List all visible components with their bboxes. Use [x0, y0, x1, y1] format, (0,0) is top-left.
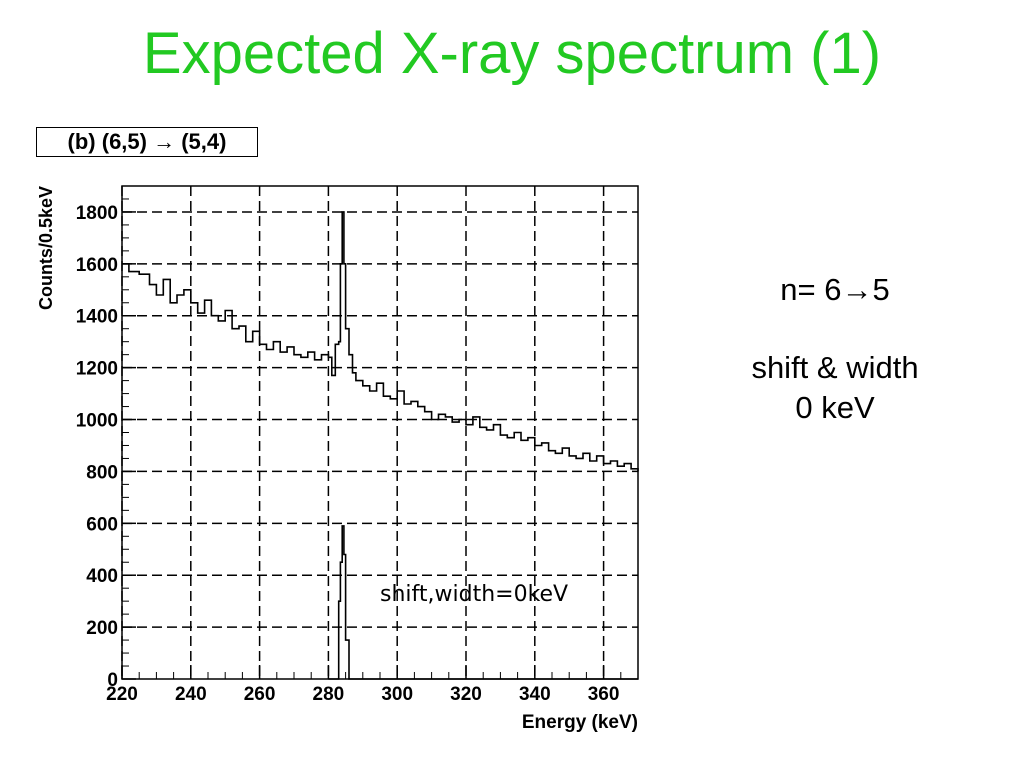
x-axis-label: Energy (keV): [522, 712, 638, 733]
x-tick-label: 300: [381, 684, 413, 705]
shift-width-note: shift & width: [751, 350, 919, 385]
x-tick-label: 240: [175, 684, 207, 705]
x-tick-label: 340: [519, 684, 551, 705]
x-tick-label: 360: [588, 684, 620, 705]
panel-label: (b) (6,5) → (5,4): [36, 127, 258, 157]
transition-note: n= 6→5: [700, 270, 970, 310]
transition-suffix: 5: [872, 272, 890, 307]
plot-frame: [121, 185, 639, 680]
x-tick-label: 280: [313, 684, 345, 705]
y-tick-label: 600: [86, 514, 118, 535]
x-tick-label: 320: [450, 684, 482, 705]
y-tick-label: 400: [86, 566, 118, 587]
x-tick-label: 260: [244, 684, 276, 705]
slide-title: Expected X-ray spectrum (1): [142, 21, 882, 86]
y-tick-label: 1200: [76, 359, 118, 380]
series-layer: [122, 211, 639, 680]
shift-width-value: 0 keV: [795, 390, 875, 425]
y-tick-label: 1000: [76, 411, 118, 432]
y-axis-label: Counts/0.5keV: [36, 186, 56, 310]
x-tick-label: 220: [106, 684, 138, 705]
transition-arrow: →: [841, 272, 873, 307]
spectrum-series-0: [122, 211, 639, 472]
side-notes: n= 6→5 shift & width 0 keV: [700, 270, 970, 428]
y-tick-label: 1400: [76, 307, 118, 328]
chart-annotation: shift,width=0keV: [380, 582, 568, 607]
tick-label-layer: 220 240 260 280 300 320 340 360 0 200 400 600 800 100…: [76, 203, 620, 705]
y-tick-label: 0: [107, 670, 118, 691]
transition-prefix: n= 6: [780, 272, 842, 307]
grid-layer: [121, 186, 638, 679]
y-tick-label: 200: [86, 618, 118, 639]
y-tick-label: 1600: [76, 255, 118, 276]
y-tick-label: 1800: [76, 203, 118, 224]
y-tick-label: 800: [86, 462, 118, 483]
